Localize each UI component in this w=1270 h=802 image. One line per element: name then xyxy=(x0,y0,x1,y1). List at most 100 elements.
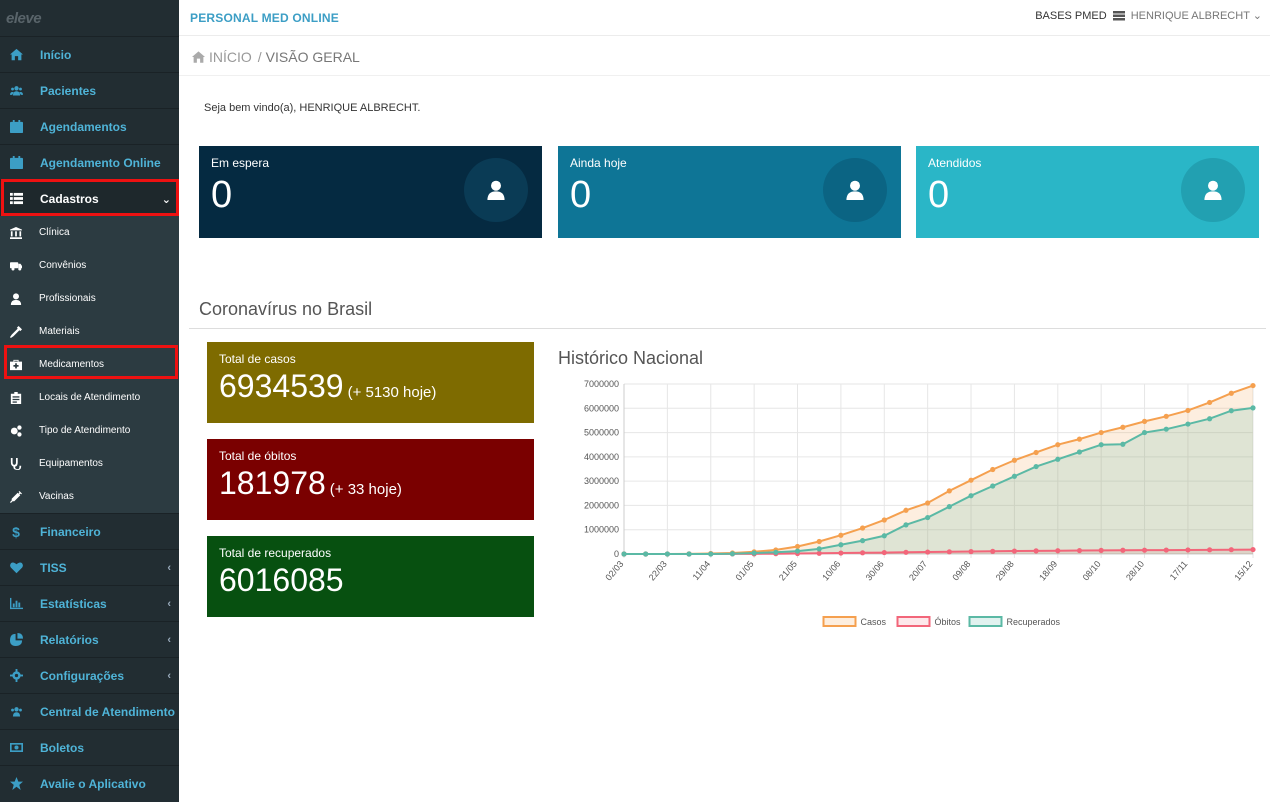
series-point-0 xyxy=(859,525,866,531)
submenu-item-materiais[interactable]: Materiais xyxy=(0,315,179,348)
series-point-2 xyxy=(794,548,801,554)
submenu-item-clinica[interactable]: Clínica xyxy=(0,216,179,249)
series-point-0 xyxy=(946,488,952,494)
sidebar-item-label: Início xyxy=(40,47,72,62)
user-icon xyxy=(464,158,528,222)
sidebar-item-avalie-o-aplicativo[interactable]: Avalie o Aplicativo xyxy=(0,765,179,801)
series-point-1 xyxy=(1228,547,1234,553)
app-logo[interactable]: eleve xyxy=(0,0,179,36)
series-point-0 xyxy=(1033,449,1039,456)
sidebar-item-boletos[interactable]: Boletos xyxy=(0,729,179,765)
money-icon xyxy=(8,741,24,754)
series-point-2 xyxy=(925,514,931,521)
home-icon xyxy=(8,48,24,61)
brand-title[interactable]: PERSONAL MED ONLINE xyxy=(190,10,339,25)
submenu-item-tipo-de-atendimento[interactable]: Tipo de Atendimento xyxy=(0,414,179,447)
pie-chart-icon xyxy=(8,633,24,646)
submenu-item-convenios[interactable]: Convênios xyxy=(0,249,179,282)
submenu-item-profissionais[interactable]: Profissionais xyxy=(0,282,179,315)
list-icon xyxy=(8,192,24,205)
sidebar-item-label: Relatórios xyxy=(40,632,99,647)
series-point-0 xyxy=(816,538,822,545)
submenu-item-locais-de-atendimento[interactable]: Locais de Atendimento xyxy=(0,381,179,414)
series-point-2 xyxy=(1120,441,1126,447)
series-point-2 xyxy=(1250,405,1256,411)
submenu-item-medicamentos[interactable]: Medicamentos xyxy=(0,348,179,381)
submenu-item-label: Materiais xyxy=(39,326,80,337)
historico-nacional-chart: 0 1000000 2000000 3000000 4000000 5000000 6000… xyxy=(584,379,1256,627)
series-point-2 xyxy=(1163,426,1169,432)
sidebar-item-central-de-atendimento[interactable]: Central de Atendimento xyxy=(0,693,179,729)
sidebar-item-label: Pacientes xyxy=(40,83,97,98)
stat-value: 0 xyxy=(211,174,233,216)
x-tick-label: 21/05 xyxy=(777,559,799,583)
submenu-item-equipamentos[interactable]: Equipamentos xyxy=(0,447,179,480)
stat-atendidos[interactable]: Atendidos 0 xyxy=(916,146,1259,238)
submenu-item-label: Locais de Atendimento xyxy=(39,392,141,403)
sidebar-item-agendamentos[interactable]: Agendamentos xyxy=(0,108,179,144)
series-point-0 xyxy=(1055,442,1061,448)
sidebar-item-label: Configurações xyxy=(40,668,125,683)
sidebar-item-pacientes[interactable]: Pacientes xyxy=(0,72,179,108)
legend-label: Casos xyxy=(861,617,887,627)
box-today: (+ 5130 hoje) xyxy=(347,384,437,401)
sidebar-item-inicio[interactable]: Início xyxy=(0,36,179,72)
series-point-2 xyxy=(1141,429,1148,436)
chevron-left-icon: ‹ xyxy=(167,670,171,682)
series-point-1 xyxy=(1185,547,1191,553)
series-point-2 xyxy=(903,522,909,528)
user-icon xyxy=(9,292,23,305)
star-icon xyxy=(8,777,24,790)
section-divider xyxy=(189,328,1266,329)
chevron-left-icon: ‹ xyxy=(167,562,171,574)
stat-label: Em espera xyxy=(211,156,270,170)
sidebar-item-label: Central de Atendimento xyxy=(40,704,175,719)
breadcrumb-home[interactable]: INÍCIO xyxy=(209,49,252,65)
sidebar-item-relatorios[interactable]: Relatórios ‹ xyxy=(0,621,179,657)
submenu-item-label: Medicamentos xyxy=(39,359,105,370)
bank-icon xyxy=(9,226,23,239)
series-point-2 xyxy=(1098,442,1104,448)
series-point-1 xyxy=(1055,548,1061,554)
series-point-2 xyxy=(946,504,952,510)
stat-em-espera[interactable]: Em espera 0 xyxy=(199,146,542,238)
series-point-2 xyxy=(773,549,779,555)
cogs-icon xyxy=(9,424,23,437)
series-point-0 xyxy=(1250,382,1256,389)
series-point-2 xyxy=(990,483,996,489)
series-point-0 xyxy=(925,500,931,506)
user-icon xyxy=(823,158,887,222)
bases-label[interactable]: BASES PMED xyxy=(1035,9,1107,22)
user-menu[interactable]: HENRIQUE ALBRECHT ⌄ xyxy=(1131,9,1262,22)
box-value-line: 6016085 xyxy=(219,562,348,599)
dollar-icon: $ xyxy=(12,523,20,540)
breadcrumb: INÍCIO / VISÃO GERAL xyxy=(192,49,360,65)
sidebar-item-configuracoes[interactable]: Configurações ‹ xyxy=(0,657,179,693)
series-point-1 xyxy=(1098,547,1104,554)
sidebar-item-financeiro[interactable]: $ Financeiro xyxy=(0,513,179,549)
chevron-left-icon: ‹ xyxy=(167,634,171,646)
series-point-1 xyxy=(925,549,931,555)
box-label: Total de casos xyxy=(219,352,296,366)
y-tick-label: 6000000 xyxy=(584,403,619,413)
sidebar-item-cadastros[interactable]: Cadastros ⌄ xyxy=(0,180,179,216)
users-icon xyxy=(8,84,24,97)
stat-ainda-hoje[interactable]: Ainda hoje 0 xyxy=(558,146,901,238)
breadcrumb-current: VISÃO GERAL xyxy=(265,49,360,65)
series-point-2 xyxy=(729,551,736,557)
series-point-0 xyxy=(1076,436,1083,442)
series-point-0 xyxy=(838,532,844,538)
sidebar-item-estatisticas[interactable]: Estatísticas ‹ xyxy=(0,585,179,621)
welcome-message: Seja bem vindo(a), HENRIQUE ALBRECHT. xyxy=(204,102,421,114)
sidebar-item-agendamento-online[interactable]: Agendamento Online xyxy=(0,144,179,180)
submenu-item-vacinas[interactable]: Vacinas xyxy=(0,480,179,513)
cadastros-submenu: Clínica Convênios Profissionais Materiai… xyxy=(0,216,179,513)
sidebar-item-tiss[interactable]: TISS ‹ xyxy=(0,549,179,585)
series-point-1 xyxy=(1163,547,1169,553)
sidebar-item-label: Avalie o Aplicativo xyxy=(40,776,146,791)
box-value: 6934539 xyxy=(219,368,344,404)
series-point-1 xyxy=(1120,547,1126,553)
series-point-0 xyxy=(1228,390,1234,396)
submenu-item-label: Vacinas xyxy=(39,491,74,502)
series-point-2 xyxy=(664,551,670,557)
